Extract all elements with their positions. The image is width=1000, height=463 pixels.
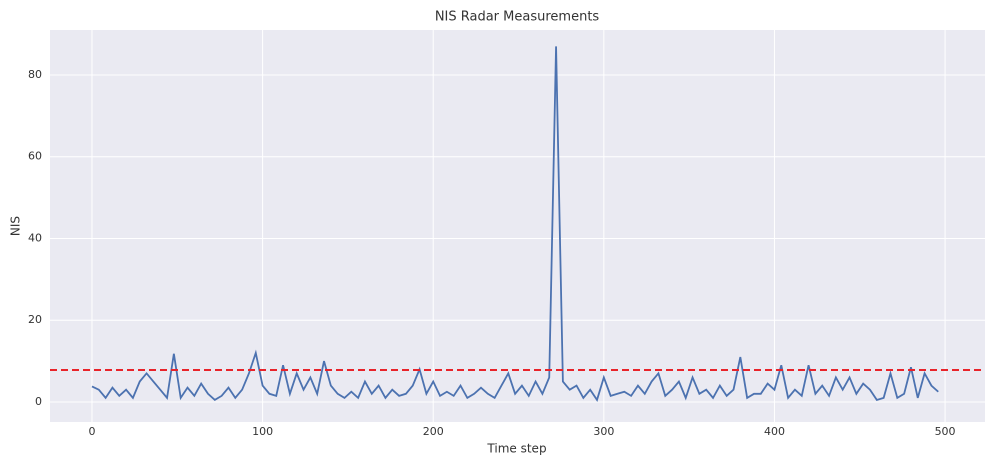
x-tick-label: 400: [764, 425, 785, 438]
y-tick-label: 60: [28, 150, 42, 163]
x-tick-label: 300: [593, 425, 614, 438]
y-tick-label: 0: [35, 395, 42, 408]
y-tick-label: 80: [28, 68, 42, 81]
x-tick-label: 500: [935, 425, 956, 438]
y-axis-label: NIS: [9, 216, 23, 236]
y-tick-label: 20: [28, 313, 42, 326]
x-tick-label: 100: [252, 425, 273, 438]
x-axis-label: Time step: [486, 442, 546, 456]
y-tick-label: 40: [28, 231, 42, 244]
chart-title: NIS Radar Measurements: [435, 10, 600, 25]
plot-area: [50, 30, 985, 422]
x-tick-label: 0: [88, 425, 95, 438]
data-line: [91, 46, 939, 403]
x-tick-label: 200: [423, 425, 444, 438]
